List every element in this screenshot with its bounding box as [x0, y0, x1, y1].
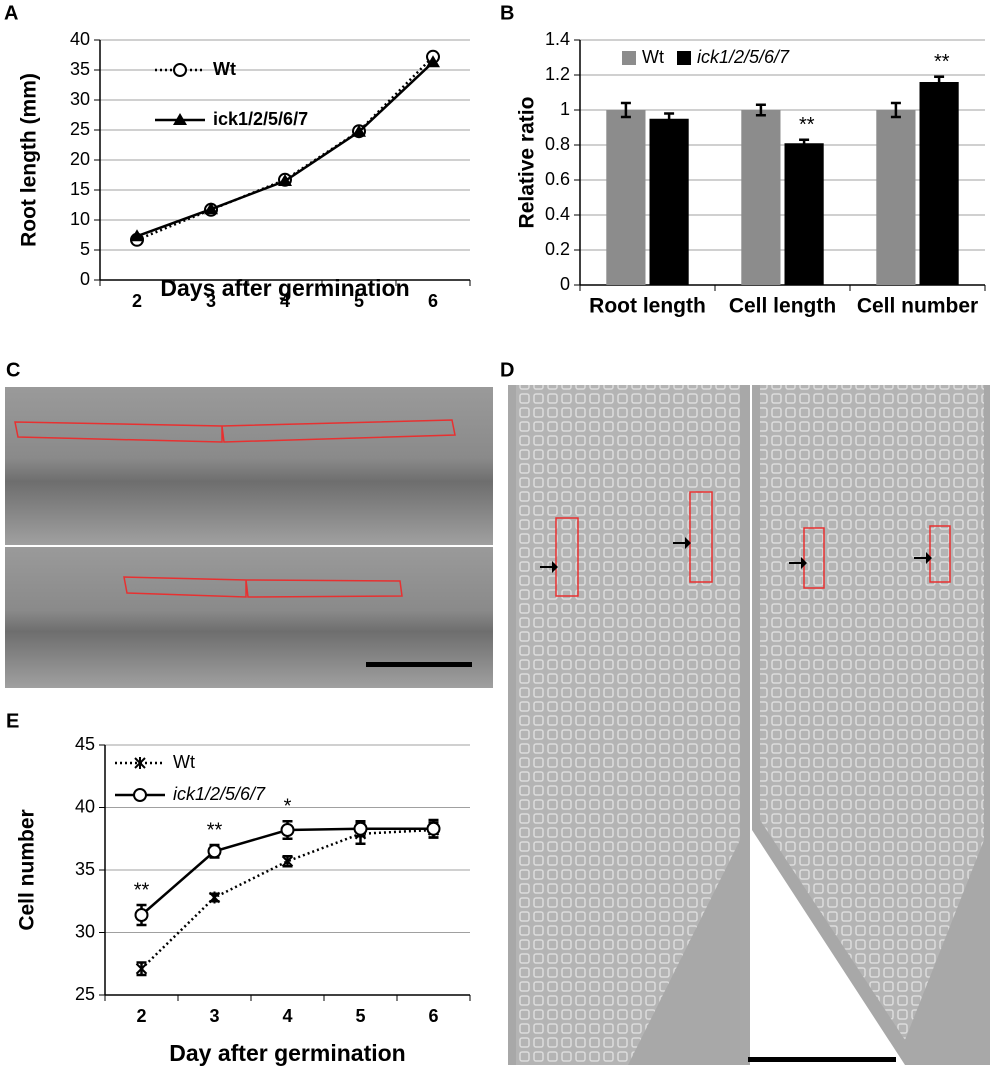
- bar: [784, 143, 824, 285]
- panel-label: A: [4, 2, 18, 24]
- y-tick-label: 1: [560, 99, 570, 119]
- y-tick-label: 0: [560, 274, 570, 294]
- y-tick-label: 15: [70, 179, 90, 199]
- x-tick-label: 4: [282, 1006, 292, 1026]
- y-tick-label: 25: [75, 984, 95, 1004]
- y-axis-title: Relative ratio: [516, 97, 539, 229]
- error-bar: [664, 112, 675, 126]
- point: [134, 757, 146, 769]
- legend-swatch: [622, 51, 636, 65]
- chart: B 0 0.2 0.4 0.6 0.8 1 1.2 1.4 Root length Cell len…: [500, 2, 986, 318]
- legend-label: Wt: [642, 47, 664, 67]
- y-tick-label: 0.8: [545, 134, 570, 154]
- panel-label: E: [6, 710, 19, 732]
- y-tick-label: 0.6: [545, 169, 570, 189]
- legend-label: ick1/2/5/6/7: [213, 109, 308, 129]
- x-axis-title: Days after germination: [160, 275, 409, 301]
- point: [280, 823, 295, 837]
- x-tick-label: Cell length: [729, 295, 836, 318]
- legend-swatch: [677, 51, 691, 65]
- x-tick-label: 6: [428, 291, 438, 311]
- error-bar: [890, 101, 901, 119]
- y-tick-label: 30: [75, 921, 95, 941]
- x-tick-label: 3: [209, 1006, 219, 1026]
- legend-label: Wt: [213, 59, 236, 79]
- point: [426, 55, 440, 68]
- y-tick-label: 20: [70, 149, 90, 169]
- bar: [876, 110, 916, 285]
- y-tick-label: 1.2: [545, 64, 570, 84]
- y-tick-label: 30: [70, 89, 90, 109]
- x-tick-label: 5: [355, 1006, 365, 1026]
- bar: [649, 118, 689, 285]
- line: [136, 61, 434, 238]
- y-tick-label: 1.4: [545, 29, 570, 49]
- y-axis-title: Cell number: [16, 809, 39, 930]
- error-bar: [934, 75, 945, 89]
- y-tick-label: 25: [70, 119, 90, 139]
- micrograph-c: [5, 387, 493, 688]
- point: [173, 63, 187, 77]
- x-tick-label: 3: [206, 291, 216, 311]
- x-tick-label: 5: [354, 291, 364, 311]
- bar: [606, 110, 646, 285]
- x-tick-label: 6: [428, 1006, 438, 1026]
- bar: [919, 82, 959, 285]
- y-tick-label: 10: [70, 209, 90, 229]
- y-tick-label: 0: [80, 269, 90, 289]
- significance: **: [799, 114, 815, 136]
- significance: **: [934, 51, 950, 73]
- significance: **: [207, 819, 223, 841]
- legend-label: ick1/2/5/6/7: [697, 47, 790, 67]
- micrograph-d: [508, 385, 990, 1065]
- y-tick-label: 35: [70, 59, 90, 79]
- x-tick-label: Cell number: [857, 295, 978, 318]
- point: [207, 844, 222, 859]
- panel-label: D: [500, 359, 514, 381]
- legend-label: Wt: [173, 752, 195, 772]
- error-bar: [755, 103, 766, 117]
- y-tick-label: 45: [75, 734, 95, 754]
- significance: *: [284, 796, 292, 818]
- y-tick-label: 5: [80, 239, 90, 259]
- x-tick-label: Root length: [589, 295, 706, 318]
- y-tick-label: 0.2: [545, 239, 570, 259]
- point: [353, 821, 368, 836]
- y-tick-label: 40: [75, 796, 95, 816]
- error-bar: [799, 138, 810, 148]
- y-axis-title: Root length (mm): [18, 73, 41, 247]
- significance: **: [134, 879, 150, 901]
- legend-label: ick1/2/5/6/7: [173, 784, 266, 804]
- y-tick-label: 0.4: [545, 204, 570, 224]
- error-bar: [620, 101, 631, 119]
- x-axis-title: Day after germination: [169, 1040, 405, 1066]
- point: [134, 908, 149, 922]
- point: [281, 855, 294, 868]
- point: [278, 174, 292, 186]
- line: [140, 828, 434, 970]
- point: [426, 821, 441, 836]
- x-tick-label: 2: [136, 1006, 146, 1026]
- y-tick-label: 40: [70, 29, 90, 49]
- x-tick-label: 4: [280, 291, 290, 311]
- chart: A 0 5 10 15 20 25 30 35 40 2 3 4 5 6 Days after germina…: [4, 2, 471, 311]
- panel-label: B: [500, 2, 514, 24]
- panel-label: C: [6, 359, 20, 381]
- x-tick-label: 2: [132, 291, 142, 311]
- bar: [741, 110, 781, 285]
- line: [136, 55, 434, 241]
- point: [173, 113, 187, 125]
- point: [204, 202, 218, 215]
- point: [352, 124, 366, 137]
- point: [135, 962, 148, 975]
- y-tick-label: 35: [75, 859, 95, 879]
- line: [140, 827, 434, 916]
- point: [130, 229, 144, 242]
- point: [208, 891, 221, 904]
- point: [133, 788, 147, 802]
